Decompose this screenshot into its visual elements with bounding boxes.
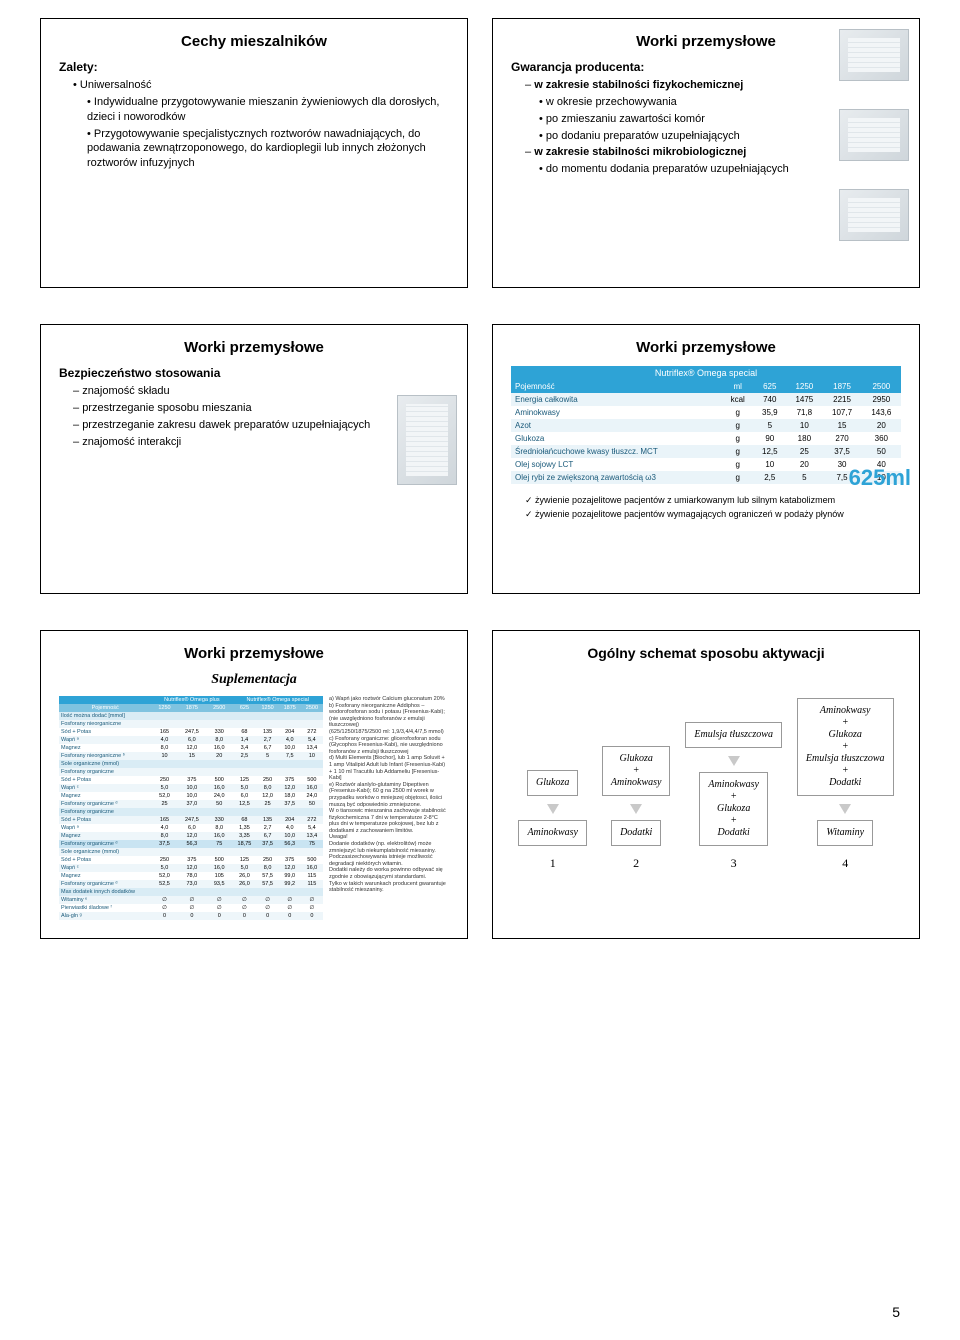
table-row: Azotg5101520 xyxy=(511,419,901,432)
table-row: Wapń ᵃ4,06,08,01,352,74,05,4 xyxy=(59,824,323,832)
table-row: Wapń ᵃ4,06,08,01,42,74,05,4 xyxy=(59,736,323,744)
product-bar: Nutriflex® Omega special xyxy=(511,366,901,380)
scheme-column: Emulsja tłuszczowa Aminokwasy + Glukoza +… xyxy=(685,722,782,871)
scheme-box: Aminokwasy + Glukoza + Emulsja tłuszczow… xyxy=(797,698,894,796)
table-row: Wapń ᶜ5,010,016,05,08,012,016,0 xyxy=(59,784,323,792)
scheme-number: 3 xyxy=(731,856,737,871)
suplementacja-table: Nutriflex® Omega plusNutriflex® Omega sp… xyxy=(59,696,323,920)
list-item: przestrzeganie zakresu dawek preparatów … xyxy=(59,418,377,433)
scheme-box: Dodatki xyxy=(611,820,661,846)
table-row: Energia całkowitakcal740147522152950 xyxy=(511,393,901,406)
table-header: 2500 xyxy=(862,380,901,393)
table-header: 625 xyxy=(753,380,786,393)
suplementacja-notes: a) Wapń jako roztwór Calcium gluconatum … xyxy=(329,696,449,920)
bag-thumbnail xyxy=(397,395,457,485)
scheme-box: Aminokwasy + Glukoza + Dodatki xyxy=(699,772,768,846)
slide-title: Cechy mieszalników xyxy=(59,33,449,50)
table-row: Olej sojowy LCTg10203040 xyxy=(511,458,901,471)
table-row: Fosforany organiczne ᵈ37,556,37518,7537,… xyxy=(59,840,323,848)
table-row: Olej rybi ze zwiększoną zawartością ω3g2… xyxy=(511,471,901,484)
table-row: Sód + Potas250375500125250375500 xyxy=(59,856,323,864)
table-row: Aminokwasyg35,971,8107,7143,6 xyxy=(511,406,901,419)
slide-table-nutriflex: Worki przemysłowe Nutriflex® Omega speci… xyxy=(492,324,920,594)
zalety-heading: Zalety: xyxy=(59,60,449,74)
bezp-heading: Bezpieczeństwo stosowania xyxy=(59,366,449,380)
table-row: Magnez52,078,010526,057,599,0115 xyxy=(59,872,323,880)
bezp-list: znajomość składu przestrzeganie sposobu m… xyxy=(59,384,449,449)
scheme-column: Aminokwasy + Glukoza + Emulsja tłuszczow… xyxy=(797,698,894,871)
list-item: do momentu dodania preparatów uzupełniaj… xyxy=(511,162,817,177)
scheme-number: 2 xyxy=(633,856,639,871)
activation-scheme: Glukoza Aminokwasy 1 Glukoza + Aminokwasy Do… xyxy=(511,671,901,881)
list-item: Przygotowywanie specjalistycznych roztwo… xyxy=(59,127,449,172)
scheme-number: 4 xyxy=(842,856,848,871)
table-header: Pojemność xyxy=(511,380,722,393)
table-row: Fosforany organiczne ᵈ2537,05012,52537,5… xyxy=(59,800,323,808)
list-item: po zmieszaniu zawartości komór xyxy=(511,112,817,127)
scheme-column: Glukoza + Aminokwasy Dodatki 2 xyxy=(602,746,671,871)
table-row: Fosforany nieorganiczne ᵇ1015202,557,510 xyxy=(59,752,323,760)
table-row: Pierwiastki śladowe ᶠ∅∅∅∅∅∅∅ xyxy=(59,904,323,912)
table-row: Witaminy ᵉ∅∅∅∅∅∅∅ xyxy=(59,896,323,904)
list-item: w okresie przechowywania xyxy=(511,95,817,110)
list-item: w zakresie stabilności mikrobiologicznej xyxy=(511,145,817,160)
slide-title: Worki przemysłowe xyxy=(511,339,901,356)
list-item: Indywidualne przygotowywanie mieszanin ż… xyxy=(59,95,449,125)
slide-suplementacja: Worki przemysłowe Suplementacja Nutrifle… xyxy=(40,630,468,939)
table-row: Magnez8,012,016,03,46,710,013,4 xyxy=(59,744,323,752)
footnote-item: żywienie pozajelitowe pacjentów wymagają… xyxy=(511,508,901,520)
table-row: Ala-gln ᵍ0000000 xyxy=(59,912,323,920)
bag-thumbnail xyxy=(839,29,909,81)
scheme-box: Witaminy xyxy=(817,820,873,846)
scheme-box: Aminokwasy xyxy=(518,820,587,846)
table-row: Glukozag90180270360 xyxy=(511,432,901,445)
arrow-down-icon xyxy=(728,756,740,766)
table-row: Średniołańcuchowe kwasy tłuszcz. MCTg12,… xyxy=(511,445,901,458)
list-item: po dodaniu preparatów uzupełniających xyxy=(511,129,817,144)
table-row: Sód + Potas165247,533068135204272 xyxy=(59,728,323,736)
table-header: 1875 xyxy=(822,380,861,393)
table-row: Magnez8,012,016,03,356,710,013,4 xyxy=(59,832,323,840)
footnote-list: żywienie pozajelitowe pacjentów z umiark… xyxy=(511,494,901,520)
page-number: 5 xyxy=(892,1304,900,1320)
list-item: przestrzeganie sposobu mieszania xyxy=(59,401,377,416)
slide-title: Worki przemysłowe xyxy=(59,339,449,356)
arrow-down-icon xyxy=(630,804,642,814)
table-row: Fosforany organiczne ᵈ52,573,093,526,057… xyxy=(59,880,323,888)
zalety-list: Uniwersalność Indywidualne przygotowywani… xyxy=(59,78,449,171)
list-item: znajomość interakcji xyxy=(59,435,377,450)
slide-worki-gwarancja: Worki przemysłowe Gwarancja producenta: … xyxy=(492,18,920,288)
suplementacja-subtitle: Suplementacja xyxy=(59,672,449,688)
slide-bezpieczenstwo: Worki przemysłowe Bezpieczeństwo stosowa… xyxy=(40,324,468,594)
bag-thumbnail xyxy=(839,109,909,161)
scheme-box: Glukoza + Aminokwasy xyxy=(602,746,671,796)
slide-cechy-mieszalnikow: Cechy mieszalników Zalety: Uniwersalność… xyxy=(40,18,468,288)
scheme-column: Glukoza Aminokwasy 1 xyxy=(518,770,587,871)
arrow-down-icon xyxy=(839,804,851,814)
slide-schemat-aktywacji: Ogólny schemat sposobu aktywacji Glukoza… xyxy=(492,630,920,939)
table-row: Sód + Potas250375500125250375500 xyxy=(59,776,323,784)
table-header: ml xyxy=(722,380,753,393)
scheme-box: Emulsja tłuszczowa xyxy=(685,722,782,748)
nutriflex-table: Pojemnośćml625125018752500Energia całkow… xyxy=(511,380,901,484)
table-row: Sód + Potas165247,533068135204272 xyxy=(59,816,323,824)
scheme-number: 1 xyxy=(550,856,556,871)
bag-thumbnail xyxy=(839,189,909,241)
list-item: Uniwersalność xyxy=(59,78,449,93)
arrow-down-icon xyxy=(547,804,559,814)
table-row: Wapń ᶜ5,012,016,05,08,012,016,0 xyxy=(59,864,323,872)
scheme-box: Glukoza xyxy=(527,770,578,796)
slide-title: Worki przemysłowe xyxy=(59,645,449,662)
slide-title: Ogólny schemat sposobu aktywacji xyxy=(511,645,901,661)
list-item: w zakresie stabilności fizykochemicznej xyxy=(511,78,817,93)
table-header: 1250 xyxy=(786,380,822,393)
ml-badge: 625ml xyxy=(849,465,911,491)
table-row: Magnez52,010,024,06,012,018,024,0 xyxy=(59,792,323,800)
list-item: znajomość składu xyxy=(59,384,377,399)
footnote-item: żywienie pozajelitowe pacjentów z umiark… xyxy=(511,494,901,506)
